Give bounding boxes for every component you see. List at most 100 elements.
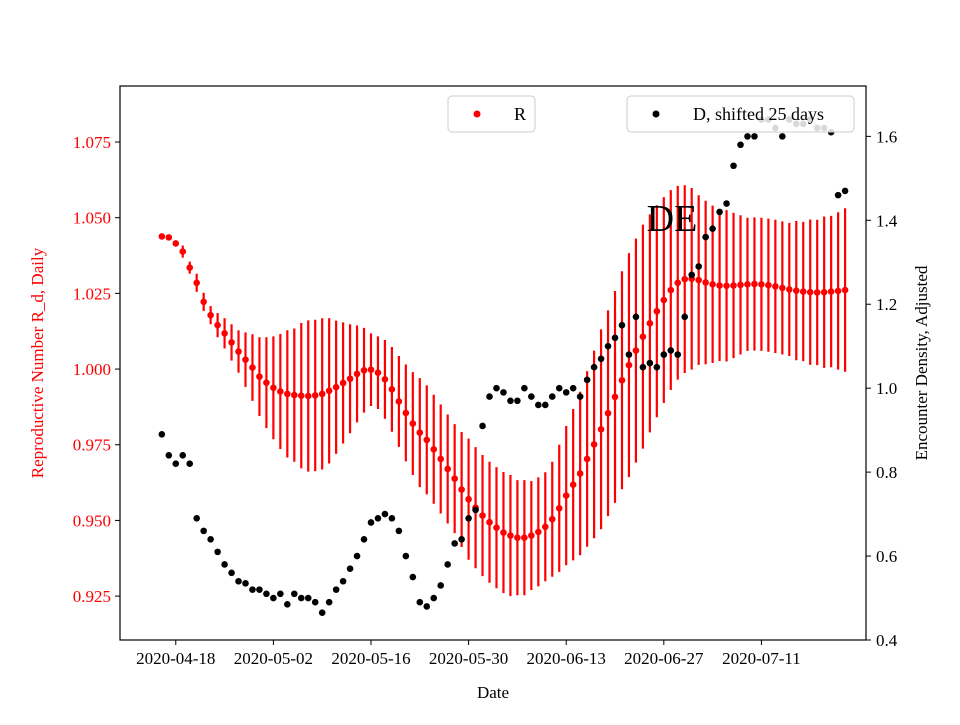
r-point bbox=[709, 280, 716, 288]
d-point bbox=[514, 397, 521, 405]
x-tick-label: 2020-04-18 bbox=[136, 649, 215, 668]
d-point bbox=[653, 363, 661, 371]
r-point bbox=[674, 279, 682, 287]
left-y-tick-label: 1.075 bbox=[73, 133, 111, 152]
d-point bbox=[486, 393, 493, 400]
legend-r: R bbox=[447, 95, 536, 133]
d-point bbox=[395, 527, 403, 535]
r-point bbox=[200, 298, 207, 306]
r-point bbox=[228, 339, 235, 346]
r-point bbox=[528, 532, 535, 539]
right-y-tick-label: 1.0 bbox=[876, 379, 897, 398]
r-point bbox=[541, 523, 549, 531]
d-point bbox=[834, 191, 842, 199]
d-point bbox=[165, 452, 173, 459]
right-y-tick-label: 0.8 bbox=[876, 463, 897, 482]
d-point bbox=[688, 271, 696, 279]
r-point bbox=[681, 275, 689, 283]
r-point bbox=[660, 296, 668, 304]
d-point bbox=[541, 401, 549, 409]
r-point bbox=[395, 398, 403, 405]
d-point bbox=[207, 535, 214, 543]
d-point bbox=[500, 389, 507, 396]
right-y-tick-label: 1.4 bbox=[876, 211, 898, 230]
d-point bbox=[367, 519, 375, 526]
d-point bbox=[437, 582, 445, 589]
r-point bbox=[507, 532, 514, 539]
d-point bbox=[339, 577, 347, 585]
d-point bbox=[228, 569, 235, 577]
d-point bbox=[709, 225, 716, 232]
r-point bbox=[723, 282, 730, 290]
r-point bbox=[465, 495, 472, 503]
d-point bbox=[297, 594, 305, 602]
left-y-tick-label: 0.950 bbox=[73, 511, 111, 530]
r-point bbox=[521, 534, 528, 541]
r-point bbox=[430, 445, 438, 453]
x-tick-label: 2020-06-13 bbox=[527, 649, 606, 668]
r-point bbox=[639, 333, 647, 340]
r-point bbox=[597, 425, 605, 433]
r-point bbox=[179, 248, 187, 255]
r-point bbox=[799, 288, 807, 295]
r-point bbox=[388, 386, 396, 393]
r-point bbox=[353, 370, 361, 378]
d-point bbox=[660, 351, 668, 358]
r-point bbox=[834, 287, 842, 295]
left-y-tick-label: 1.000 bbox=[73, 360, 111, 379]
d-point bbox=[583, 376, 591, 384]
r-point bbox=[751, 280, 758, 288]
d-point bbox=[632, 313, 640, 321]
d-point bbox=[535, 401, 542, 409]
right-y-tick-label: 1.2 bbox=[876, 295, 897, 314]
d-point bbox=[388, 514, 396, 522]
r-point bbox=[632, 347, 640, 354]
d-point bbox=[674, 351, 682, 358]
d-point bbox=[193, 514, 200, 522]
panel-label: DE bbox=[647, 198, 698, 240]
r-point bbox=[221, 330, 228, 337]
legend-d: D, shifted 25 days bbox=[626, 95, 855, 133]
r-point bbox=[444, 465, 451, 473]
d-point bbox=[409, 573, 417, 581]
r-point bbox=[765, 281, 772, 289]
r-point bbox=[235, 348, 242, 355]
r-point bbox=[820, 288, 828, 296]
r-point bbox=[569, 481, 577, 488]
r-point bbox=[304, 392, 312, 400]
r-point bbox=[562, 492, 570, 499]
r-point bbox=[249, 364, 256, 371]
d-point bbox=[569, 384, 577, 392]
x-tick-label: 2020-05-30 bbox=[429, 649, 508, 668]
left-y-axis: 0.925 0.950 0.975 1.000 1.025 1.050 1.075 bbox=[73, 133, 120, 606]
d-point bbox=[521, 384, 528, 392]
r-point bbox=[297, 392, 305, 399]
d-point bbox=[311, 598, 319, 606]
d-point bbox=[507, 397, 514, 405]
r-point bbox=[193, 279, 200, 287]
right-y-axis-title: Encounter Density, Adjusted bbox=[912, 265, 931, 460]
r-point bbox=[604, 409, 612, 417]
x-tick-label: 2020-07-11 bbox=[722, 649, 801, 668]
r-point bbox=[360, 366, 368, 374]
d-point bbox=[737, 141, 744, 149]
r-point bbox=[786, 286, 793, 293]
legend-d-box bbox=[626, 95, 855, 133]
r-point bbox=[437, 455, 445, 463]
r-point bbox=[667, 286, 675, 294]
x-tick-label: 2020-05-16 bbox=[331, 649, 410, 668]
r-point bbox=[827, 288, 835, 295]
r-series-group bbox=[158, 185, 849, 597]
r-point bbox=[590, 441, 598, 448]
d-point bbox=[779, 133, 786, 140]
d-point bbox=[493, 384, 500, 392]
r-point bbox=[653, 307, 661, 315]
legend-d-label: D, shifted 25 days bbox=[693, 104, 824, 124]
d-point bbox=[528, 393, 535, 400]
r-point bbox=[625, 361, 633, 369]
d-point bbox=[751, 133, 758, 140]
plot-frame bbox=[119, 85, 867, 641]
r-point bbox=[381, 376, 389, 383]
x-tick-label: 2020-05-02 bbox=[234, 649, 313, 668]
